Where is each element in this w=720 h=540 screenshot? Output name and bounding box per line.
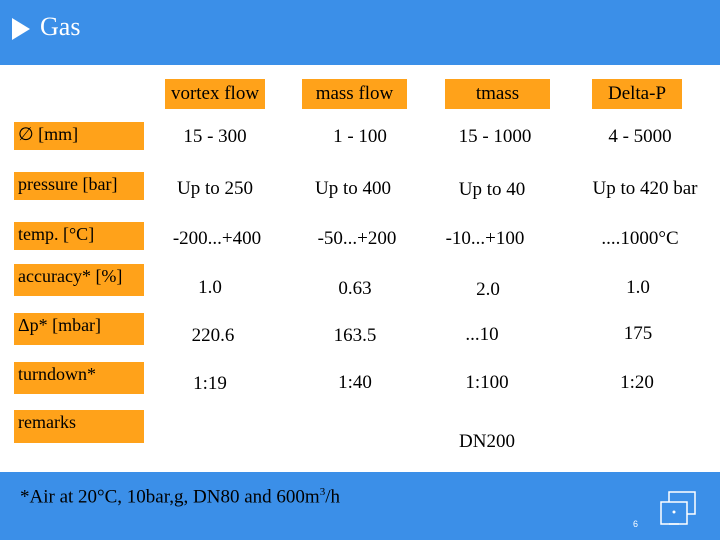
table-cell: Up to 250 xyxy=(177,178,253,199)
computer-icon[interactable] xyxy=(655,490,697,528)
column-header-tmass: tmass xyxy=(445,79,550,109)
table-cell: 0.63 xyxy=(338,278,372,299)
column-header-mass-flow: mass flow xyxy=(302,79,407,109)
page-number: 6 xyxy=(633,519,639,529)
table-cell: 1 - 100 xyxy=(333,126,387,147)
table-cell: 15 - 300 xyxy=(183,126,247,147)
table-cell: 15 - 1000 xyxy=(458,126,532,147)
table-cell: Up to 400 xyxy=(315,178,391,199)
row-label-pressure-drop: Δp* [mbar] xyxy=(14,313,144,345)
footnote: *Air at 20°C, 10bar,g, DN80 and 600m3/h xyxy=(20,486,340,508)
table-cell: Up to 40 xyxy=(458,179,526,200)
play-triangle-icon xyxy=(12,18,30,40)
table-cell: 1:19 xyxy=(193,373,227,394)
footer-bar xyxy=(0,472,720,540)
table-cell: ...10 xyxy=(465,324,499,345)
table-cell: -10...+100 xyxy=(445,228,525,249)
table-cell: -50...+200 xyxy=(317,228,397,249)
row-label-pressure: pressure [bar] xyxy=(14,172,144,200)
table-cell: 1:20 xyxy=(620,372,654,393)
table-cell: -200...+400 xyxy=(172,228,262,249)
row-label-temperature: temp. [°C] xyxy=(14,222,144,250)
row-label-turndown: turndown* xyxy=(14,362,144,394)
table-cell: DN200 xyxy=(459,431,515,452)
table-cell: 1.0 xyxy=(198,277,222,298)
table-cell: 1:40 xyxy=(338,372,372,393)
table-cell: Up to 420 bar xyxy=(592,178,698,199)
table-cell: 175 xyxy=(623,323,653,344)
title-bar: Gas xyxy=(0,0,720,65)
row-label-diameter: ∅ [mm] xyxy=(14,122,144,150)
table-cell: 1:100 xyxy=(465,372,509,393)
column-header-vortex-flow: vortex flow xyxy=(165,79,265,109)
table-cell: ....1000°C xyxy=(601,228,679,249)
table-cell: 163.5 xyxy=(333,325,377,346)
table-cell: 1.0 xyxy=(626,277,650,298)
table-cell: 220.6 xyxy=(191,325,235,346)
table-cell: 4 - 5000 xyxy=(608,126,672,147)
column-header-delta-p: Delta-P xyxy=(592,79,682,109)
row-label-remarks: remarks xyxy=(14,410,144,443)
table-cell: 2.0 xyxy=(476,279,500,300)
row-label-accuracy: accuracy* [%] xyxy=(14,264,144,296)
page-title: Gas xyxy=(40,12,81,41)
